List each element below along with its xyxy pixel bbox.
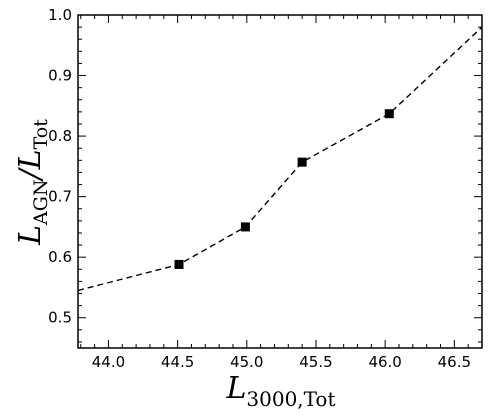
y-axis-label-main: L bbox=[13, 225, 48, 246]
y-axis-label: LAGN/LTot bbox=[13, 119, 52, 246]
y-axis-label-sub2: Tot bbox=[30, 119, 52, 150]
trend-line bbox=[78, 26, 482, 292]
data-point bbox=[174, 259, 184, 269]
x-tick-label: 46.0 bbox=[368, 353, 401, 371]
x-axis-label-sub: 3000,Tot bbox=[246, 387, 335, 411]
x-axis-label: L3000,Tot bbox=[225, 371, 335, 411]
x-tick-label: 44.0 bbox=[92, 353, 125, 371]
data-point bbox=[297, 157, 307, 167]
plot-frame bbox=[77, 14, 483, 349]
axis-ticks: 44.0 44.5 45.0 45.5 46.0 46.5 0.5 0.6 0.7 0.8 0.9 1… bbox=[48, 6, 483, 371]
y-tick-label: 0.8 bbox=[48, 127, 72, 145]
y-axis-label-sub1: AGN bbox=[30, 179, 52, 226]
x-tick-label: 44.5 bbox=[161, 353, 194, 371]
y-tick-label: 0.6 bbox=[48, 248, 72, 266]
plot-area bbox=[78, 26, 482, 292]
y-tick-label: 0.5 bbox=[48, 309, 72, 327]
y-tick-label: 0.9 bbox=[48, 67, 72, 85]
x-tick-label: 46.5 bbox=[438, 353, 471, 371]
svg-text:LAGN/LTot: LAGN/LTot bbox=[13, 119, 52, 246]
y-tick-label: 1.0 bbox=[48, 6, 72, 24]
y-axis-label-sep: / bbox=[13, 166, 48, 182]
x-tick-label: 45.5 bbox=[299, 353, 332, 371]
svg-text:L3000,Tot: L3000,Tot bbox=[225, 371, 335, 411]
y-tick-label: 0.7 bbox=[48, 188, 72, 206]
y-axis-label-main2: L bbox=[13, 149, 48, 170]
data-point bbox=[384, 109, 394, 119]
x-axis-label-main: L bbox=[225, 371, 246, 406]
x-tick-label: 45.0 bbox=[230, 353, 263, 371]
data-point bbox=[240, 222, 250, 232]
